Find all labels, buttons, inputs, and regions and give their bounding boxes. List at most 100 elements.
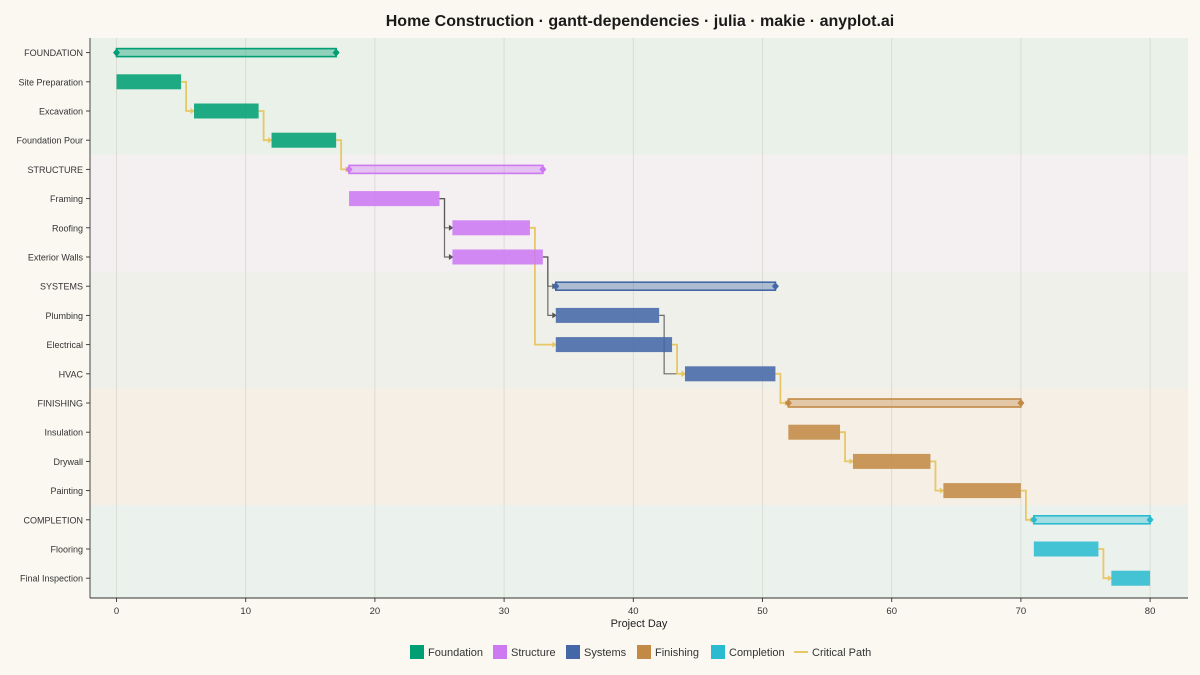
task-bar-roofing <box>452 220 530 236</box>
row-label-flooring: Flooring <box>50 545 83 555</box>
dependency-arrow-excavation <box>190 108 196 114</box>
dependency-arrow-exterior-walls <box>448 254 454 260</box>
legend-label-finishing: Finishing <box>655 647 699 659</box>
phase-bar-systems <box>554 281 777 292</box>
legend-swatch-structure <box>493 645 507 659</box>
row-label-plumbing: Plumbing <box>45 311 83 321</box>
dependency-site-preparation-to-excavation <box>181 80 195 112</box>
task-bar-drywall <box>852 453 931 469</box>
dependency-framing-to-exterior-walls <box>439 198 453 258</box>
task-bar-final-inspection <box>1111 570 1151 586</box>
x-tick-label-80: 80 <box>1145 606 1156 617</box>
x-axis-title: Project Day <box>611 618 668 630</box>
phase-marker-start-finishing <box>784 399 792 407</box>
dependency-arrow-plumbing <box>552 312 557 319</box>
row-label-finishing: FINISHING <box>37 399 83 409</box>
x-tick-label-50: 50 <box>757 606 768 617</box>
phase-marker-end-completion <box>1146 515 1154 524</box>
legend-label-foundation: Foundation <box>428 647 483 659</box>
phase-band-systems <box>90 271 1188 389</box>
row-label-systems: SYSTEMS <box>40 282 83 292</box>
phase-marker-start-systems <box>552 282 560 291</box>
row-label-framing: Framing <box>50 194 83 204</box>
phase-marker-end-systems <box>771 282 779 291</box>
phase-marker-end-foundation <box>332 48 340 57</box>
row-label-insulation: Insulation <box>44 428 83 438</box>
task-bar-insulation <box>788 424 841 440</box>
dependency-arrow-electrical <box>552 341 557 348</box>
dependency-painting-to-completion <box>1020 489 1034 521</box>
dependency-electrical-to-hvac <box>672 343 685 375</box>
legend-swatch-finishing <box>637 645 651 659</box>
dependency-hvac-to-finishing <box>775 372 789 404</box>
legend-label-structure: Structure <box>511 647 556 659</box>
x-tick-label-40: 40 <box>628 606 639 617</box>
dependency-lines <box>181 80 1113 582</box>
row-label-foundation-pour: Foundation Pour <box>16 136 83 146</box>
row-label-painting: Painting <box>50 486 83 496</box>
row-label-electrical: Electrical <box>46 340 83 350</box>
dependency-arrow-roofing <box>448 224 454 231</box>
x-tick-label-70: 70 <box>1016 606 1027 617</box>
dependency-arrow-hvac <box>681 370 686 377</box>
dependency-arrow-drywall <box>849 458 854 465</box>
task-bar-hvac <box>684 366 776 382</box>
legend-swatch-foundation <box>410 645 424 659</box>
task-bar-plumbing <box>555 307 660 323</box>
dependency-roofing-to-electrical <box>529 226 556 346</box>
x-tick-label-60: 60 <box>886 606 897 617</box>
phase-bar-foundation <box>115 47 337 58</box>
legend-label-completion: Completion <box>729 647 785 659</box>
x-tick-label-30: 30 <box>499 606 510 617</box>
axes: 0 10 20 30 40 50 60 70 80 <box>89 38 1188 617</box>
row-label-drywall: Drywall <box>53 457 83 467</box>
dependency-drywall-to-painting <box>930 460 944 492</box>
dependency-excavation-to-foundation-pour <box>258 110 272 142</box>
row-label-exterior-walls: Exterior Walls <box>28 253 84 263</box>
phase-band-completion <box>90 505 1188 598</box>
legend-swatch-completion <box>711 645 725 659</box>
task-bar-exterior-walls <box>452 249 543 265</box>
row-label-completion: COMPLETION <box>23 515 83 525</box>
phase-marker-start-structure <box>345 165 353 174</box>
row-label-site-preparation: Site Preparation <box>18 77 83 87</box>
task-bar-electrical <box>555 337 673 353</box>
phase-marker-start-completion <box>1030 515 1038 524</box>
task-bar-site-preparation <box>116 74 182 90</box>
task-bars <box>113 47 1154 586</box>
grid-lines <box>116 38 1151 598</box>
x-tick-label-10: 10 <box>240 606 251 617</box>
dependency-foundation-pour-to-structure <box>336 139 350 171</box>
phase-bar-finishing <box>787 398 1022 408</box>
task-bar-painting <box>943 483 1021 499</box>
task-bar-excavation <box>194 103 259 119</box>
task-bar-flooring <box>1033 541 1099 557</box>
x-tick-label-0: 0 <box>114 606 119 617</box>
chart-title: Home Construction · gantt-dependencies ·… <box>386 13 895 30</box>
dependency-exterior-walls-to-systems <box>542 256 556 287</box>
task-bar-foundation-pour <box>271 132 337 148</box>
phase-bands <box>90 38 1188 598</box>
dependency-arrow-painting <box>939 487 945 494</box>
row-label-structure: STRUCTURE <box>28 165 84 175</box>
phase-marker-end-structure <box>539 165 547 174</box>
row-label-foundation: FOUNDATION <box>24 48 83 58</box>
phase-bar-structure <box>348 164 544 175</box>
row-label-final-inspection: Final Inspection <box>20 574 83 584</box>
dependency-arrow-foundation-pour <box>268 137 273 144</box>
phase-marker-start-foundation <box>113 48 120 57</box>
row-label-excavation: Excavation <box>39 107 83 117</box>
row-labels: FOUNDATION Site Preparation Excavation Foun… <box>16 48 90 584</box>
x-tick-label-20: 20 <box>370 606 381 617</box>
legend: Foundation Structure Systems Finishing Compl… <box>410 645 871 659</box>
legend-label-systems: Systems <box>584 647 627 659</box>
phase-bar-completion <box>1033 514 1151 525</box>
row-label-roofing: Roofing <box>52 223 83 233</box>
phase-band-finishing <box>90 388 1188 506</box>
row-label-hvac: HVAC <box>59 369 84 379</box>
task-bar-framing <box>349 191 440 207</box>
dependency-arrow-final-inspection <box>1107 575 1113 582</box>
phase-band-structure <box>90 154 1188 272</box>
phase-marker-end-finishing <box>1017 399 1025 407</box>
